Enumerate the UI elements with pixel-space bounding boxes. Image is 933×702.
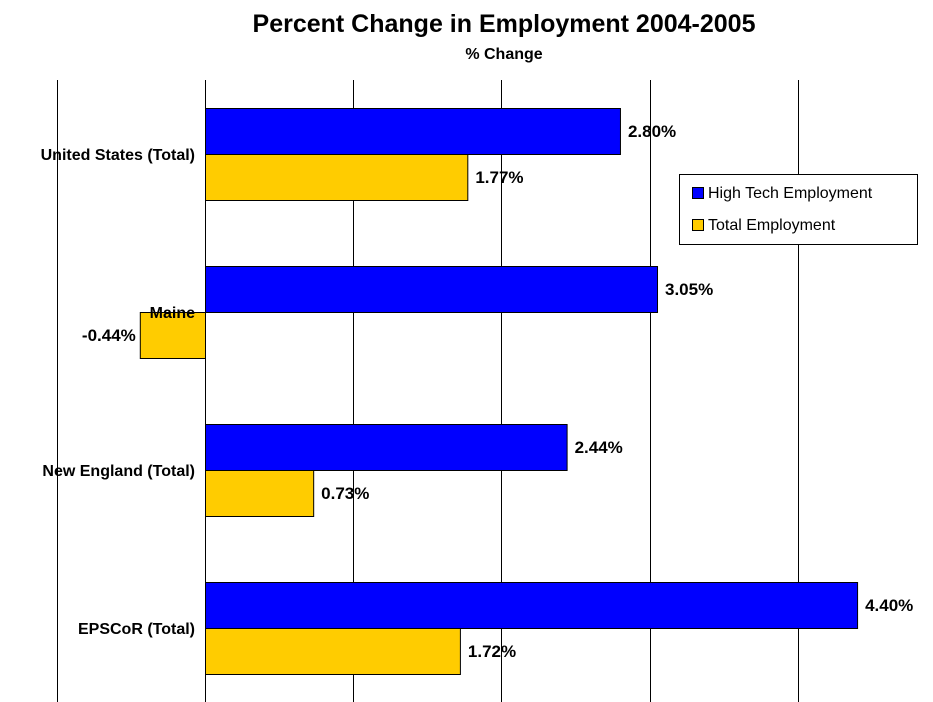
category-label: Maine bbox=[150, 305, 195, 322]
category-label: New England (Total) bbox=[42, 463, 195, 480]
legend: High Tech Employment Total Employment bbox=[679, 174, 918, 245]
bar-total-3 bbox=[205, 628, 461, 675]
chart-subtitle: % Change bbox=[465, 46, 542, 63]
bar-total-1 bbox=[139, 312, 207, 359]
chart-title: Percent Change in Employment 2004-2005 bbox=[253, 10, 756, 38]
data-label: 4.40% bbox=[865, 596, 913, 615]
data-label: 2.80% bbox=[628, 122, 676, 141]
category-label: EPSCoR (Total) bbox=[78, 621, 195, 638]
data-label: -0.44% bbox=[82, 326, 136, 345]
bar-total-0 bbox=[205, 154, 469, 201]
bar-high-tech-1 bbox=[205, 266, 659, 313]
data-labels: 2.80% 1.77% 3.05% -0.44% 2.44% 0.73% 4.40% 1.72… bbox=[82, 122, 913, 661]
legend-swatch bbox=[692, 187, 704, 199]
bar-high-tech-0 bbox=[205, 108, 621, 155]
category-label: United States (Total) bbox=[41, 147, 195, 164]
legend-label: High Tech Employment bbox=[708, 185, 873, 202]
data-label: 1.72% bbox=[468, 642, 516, 661]
data-label: 1.77% bbox=[475, 168, 523, 187]
data-label: 3.05% bbox=[665, 280, 713, 299]
legend-label: Total Employment bbox=[708, 217, 836, 234]
data-label: 2.44% bbox=[575, 438, 623, 457]
category-labels: United States (Total) Maine New England (T… bbox=[41, 147, 195, 638]
bars bbox=[139, 108, 859, 675]
bar-high-tech-3 bbox=[205, 582, 859, 629]
legend-swatch bbox=[692, 219, 704, 231]
bar-total-2 bbox=[205, 470, 315, 517]
bar-high-tech-2 bbox=[205, 424, 568, 471]
legend-box bbox=[679, 174, 918, 245]
data-label: 0.73% bbox=[321, 484, 369, 503]
